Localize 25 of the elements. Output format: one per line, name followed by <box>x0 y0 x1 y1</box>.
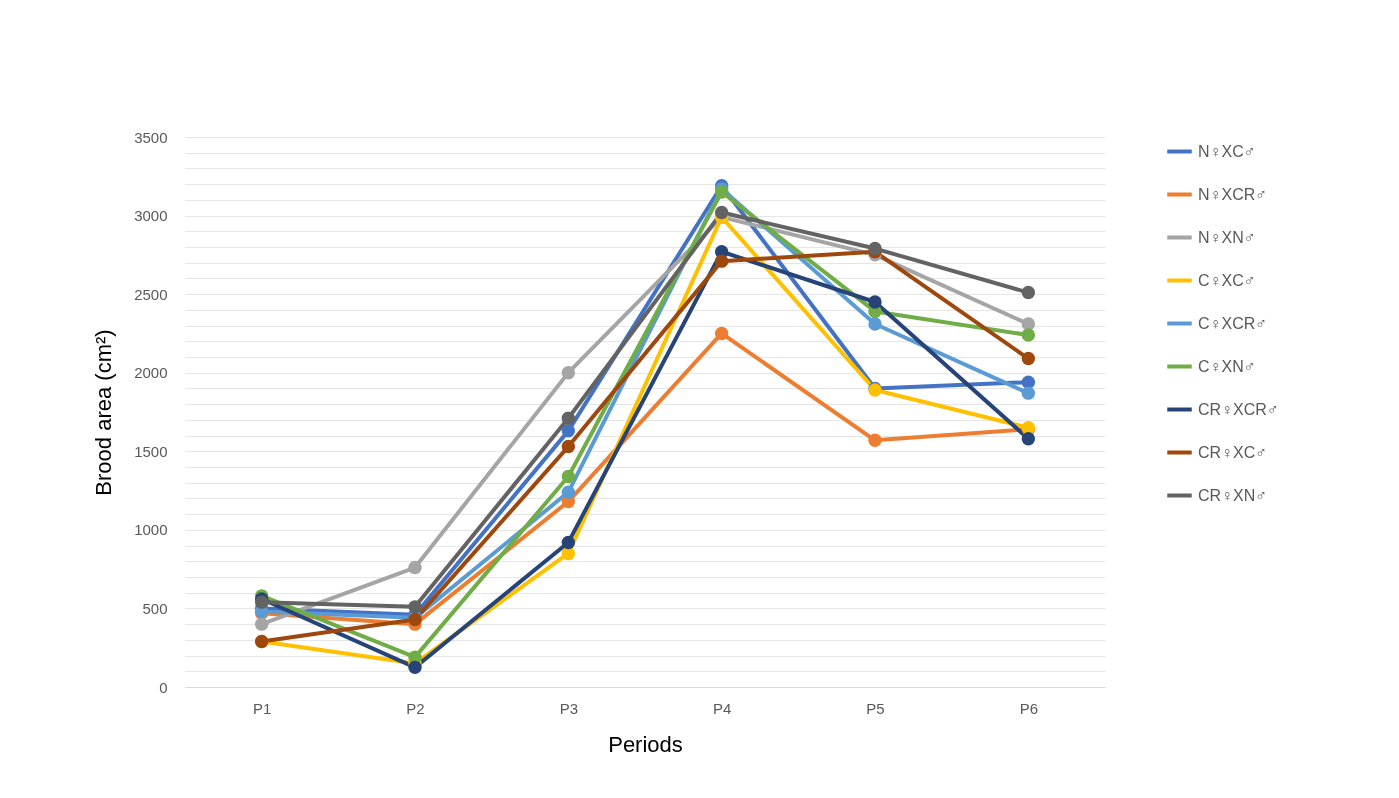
legend-label: C♀XCR♂ <box>1198 314 1268 332</box>
legend-label: CR♀XN♂ <box>1198 486 1268 504</box>
y-tick-label: 2500 <box>134 285 168 303</box>
legend-label: CR♀XC♂ <box>1198 443 1268 461</box>
x-tick-label: P6 <box>1019 699 1039 717</box>
legend-label: C♀XN♂ <box>1198 357 1256 375</box>
y-axis-title: Brood area (cm²) <box>91 329 117 496</box>
legend-label: N♀XN♂ <box>1198 228 1256 246</box>
y-tick-label: 3000 <box>134 207 168 225</box>
x-tick-label: P5 <box>866 699 885 717</box>
x-tick-label: P4 <box>712 699 732 717</box>
y-tick-label: 500 <box>142 599 168 617</box>
y-tick-label: 1500 <box>134 442 168 460</box>
x-tick-label: P1 <box>252 699 272 717</box>
legend-label: CR♀XCR♂ <box>1198 400 1279 418</box>
legend-label: N♀XCR♂ <box>1198 185 1268 203</box>
y-tick-label: 1000 <box>134 521 168 539</box>
y-tick-label: 0 <box>159 678 168 696</box>
y-tick-label: 2000 <box>134 364 168 382</box>
legend-label: N♀XC♂ <box>1198 142 1256 160</box>
x-tick-label: P3 <box>559 699 579 717</box>
legend-label: C♀XC♂ <box>1198 271 1256 289</box>
x-axis-title: Periods <box>608 731 683 757</box>
x-tick-label: P2 <box>406 699 425 717</box>
y-tick-label: 3500 <box>134 128 168 146</box>
